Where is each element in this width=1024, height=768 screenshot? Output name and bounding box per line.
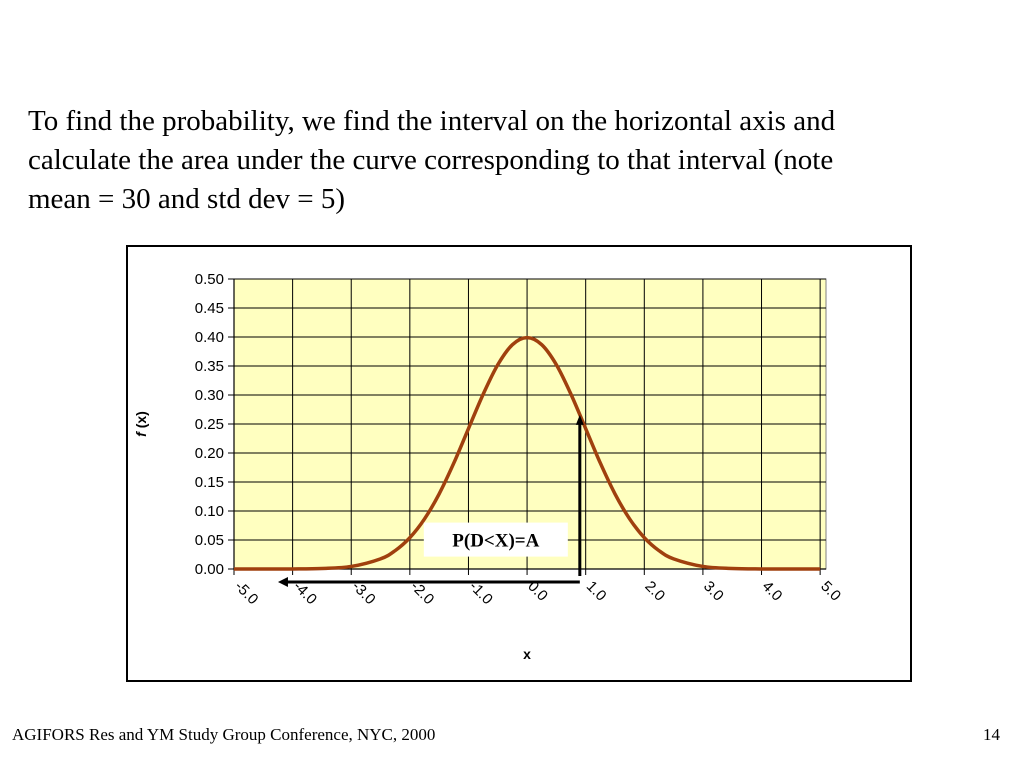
x-tick-label: -5.0 <box>231 578 261 608</box>
interval-arrowhead-left <box>277 577 288 587</box>
y-axis-title: f (x) <box>133 411 149 437</box>
y-axis-title-italic: f <box>133 431 149 437</box>
x-tick-label: 2.0 <box>641 578 668 605</box>
annotation-label-box <box>423 522 568 557</box>
y-tick-label: 0.40 <box>195 329 224 346</box>
x-tick-label: 1.0 <box>583 578 610 605</box>
y-tick-label: 0.00 <box>195 561 224 578</box>
slide-intro-text: To find the probability, we find the int… <box>28 105 836 215</box>
y-tick-label: 0.50 <box>195 271 224 288</box>
density-curve <box>233 335 821 571</box>
series <box>233 335 821 571</box>
x-tick-label: 3.0 <box>700 578 727 605</box>
y-tick-label: 0.25 <box>195 416 224 433</box>
y-tick-label: 0.20 <box>195 445 224 462</box>
x-tick-label: 4.0 <box>759 578 786 605</box>
y-axis-title-rest: (x) <box>133 411 149 432</box>
y-tick-label: 0.05 <box>195 532 224 549</box>
page-number: 14 <box>983 725 1000 744</box>
annotation: P(D<X)=A <box>277 414 584 587</box>
y-tick-label: 0.45 <box>195 300 224 317</box>
chart-frame: 0.00 0.05 0.10 0.15 0.20 0.25 0.30 0.35 0.40 0.45… <box>126 245 912 682</box>
x-axis-title: x <box>523 646 531 662</box>
x-tick-label: 5.0 <box>817 578 844 605</box>
normal-distribution-chart: 0.00 0.05 0.10 0.15 0.20 0.25 0.30 0.35 0.40 0.45… <box>133 271 844 662</box>
y-tick-label: 0.15 <box>195 474 224 491</box>
annotation-label: P(D<X)=A <box>452 531 539 552</box>
footer-text: AGIFORS Res and YM Study Group Conferenc… <box>12 725 436 744</box>
y-tick-label: 0.35 <box>195 358 224 375</box>
y-tick-labels: 0.00 0.05 0.10 0.15 0.20 0.25 0.30 0.35 0.40 0.45… <box>195 271 224 578</box>
y-tick-label: 0.30 <box>195 387 224 404</box>
marker-arrowhead-up <box>575 414 584 425</box>
y-tick-label: 0.10 <box>195 503 224 520</box>
